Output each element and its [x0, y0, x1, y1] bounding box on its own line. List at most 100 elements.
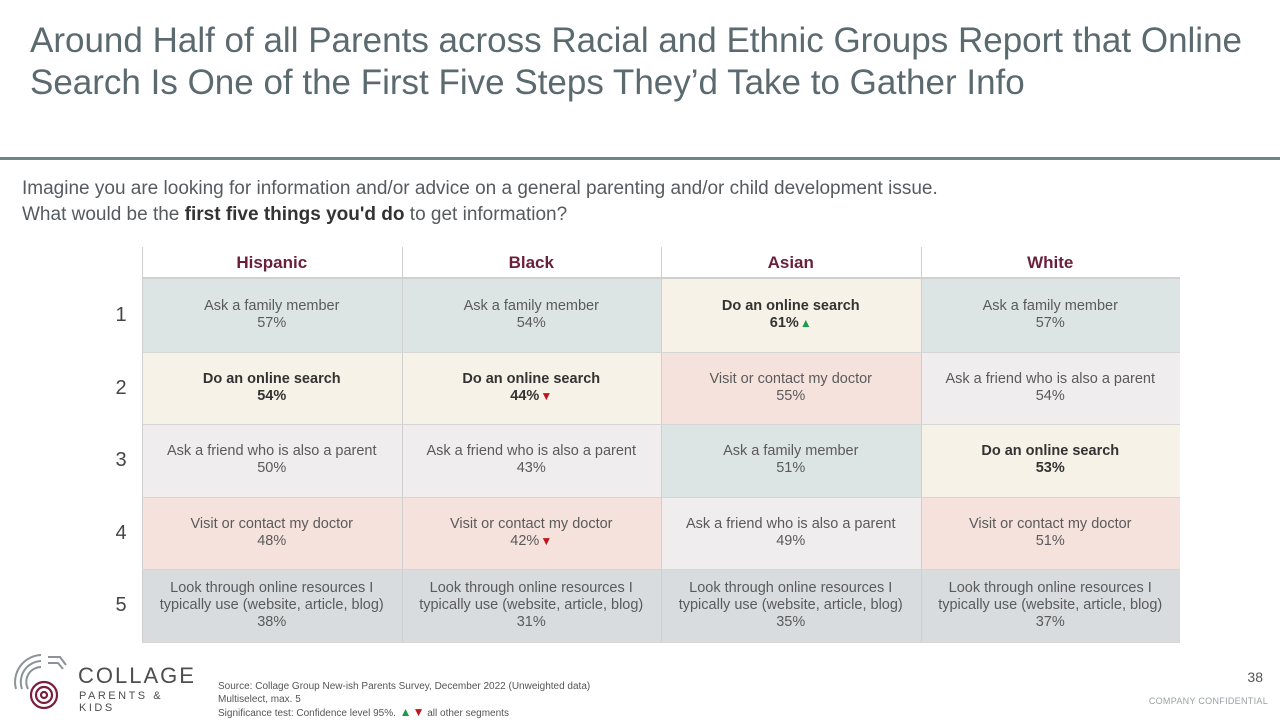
- cell-percent: 55%: [776, 387, 806, 404]
- logo-subtitle: PARENTS & KIDS: [79, 690, 164, 714]
- cell-response: Ask a friend who is also a parent: [685, 516, 896, 533]
- cell-response: Ask a friend who is also a parent: [426, 443, 637, 460]
- table-cell: Ask a friend who is also a parent 50%: [142, 424, 402, 497]
- cell-response: Ask a family member: [982, 298, 1118, 315]
- row-divider: [142, 424, 1180, 426]
- collage-logo: COLLAGE PARENTS & KIDS: [8, 647, 194, 717]
- column-header-asian: Asian: [661, 247, 921, 279]
- cell-percent: 51%: [776, 460, 806, 477]
- cell-response: Look through online resources I typicall…: [419, 580, 644, 614]
- cell-percent: 38%: [257, 614, 287, 631]
- question-line-2: What would be the first five things you'…: [22, 204, 568, 225]
- slide-title: Around Half of all Parents across Racial…: [30, 21, 1243, 102]
- ranking-table: Hispanic Black Asian White 1 Ask a family mem…: [100, 247, 1180, 643]
- cell-response: Ask a friend who is also a parent: [945, 370, 1156, 387]
- cell-response: Visit or contact my doctor: [190, 516, 354, 533]
- cell-percent: 31%: [516, 614, 546, 631]
- table-cell: Look through online resources I typicall…: [142, 569, 402, 642]
- source-line-1: Source: Collage Group New-ish Parents Su…: [218, 681, 591, 692]
- cell-percent: 35%: [776, 614, 806, 631]
- sig-up-icon: ▲: [399, 705, 412, 719]
- collage-logo-icon: [14, 654, 67, 710]
- row-rank-label: 4: [115, 521, 127, 544]
- cell-response: Visit or contact my doctor: [449, 516, 613, 533]
- sig-down-icon: ▼: [412, 705, 425, 719]
- column-divider: [661, 247, 662, 642]
- table-cell: Look through online resources I typicall…: [920, 569, 1180, 642]
- cell-response: Do an online search: [721, 298, 860, 315]
- question-emphasis: first five things you'd do: [184, 204, 405, 225]
- cell-percent: 37%: [1035, 614, 1065, 631]
- table-cell: Ask a friend who is also a parent 49%: [661, 496, 921, 570]
- table-cell: Visit or contact my doctor 51%: [920, 496, 1180, 570]
- sig-down-icon: ▼: [540, 534, 553, 549]
- cell-percent: 51%: [1035, 533, 1065, 550]
- cell-response: Ask a family member: [463, 298, 599, 315]
- cell-percent: 44%▼: [510, 387, 553, 404]
- cell-response: Look through online resources I typicall…: [938, 580, 1163, 614]
- cell-response: Visit or contact my doctor: [709, 370, 873, 387]
- table-cell: Do an online search 61%▲: [661, 279, 921, 352]
- cell-response: Look through online resources I typicall…: [678, 580, 903, 614]
- column-header-hispanic: Hispanic: [142, 247, 402, 279]
- row-divider: [142, 569, 1180, 571]
- sig-down-icon: ▼: [540, 388, 553, 403]
- cell-response: Ask a friend who is also a parent: [166, 443, 377, 460]
- row-divider: [142, 496, 1180, 498]
- confidential-label: COMPANY CONFIDENTIAL: [1148, 696, 1268, 706]
- survey-question: Imagine you are looking for information …: [22, 176, 1262, 228]
- cell-percent: 57%: [257, 315, 287, 332]
- cell-percent: 43%: [516, 460, 546, 477]
- row-rank-label: 1: [115, 304, 127, 326]
- table-cell: Do an online search 53%: [920, 424, 1180, 497]
- cell-response: Do an online search: [202, 370, 341, 387]
- source-line-3: Significance test: Confidence level 95%.…: [218, 705, 509, 720]
- column-divider: [920, 247, 922, 642]
- table-cell: Ask a family member 57%: [920, 279, 1180, 352]
- table-cell: Do an online search 54%: [142, 351, 402, 425]
- row-rank-label: 3: [115, 449, 127, 472]
- page-number: 38: [1247, 669, 1263, 685]
- cell-response: Do an online search: [462, 370, 601, 387]
- table-cell: Ask a family member 54%: [401, 279, 661, 352]
- table-cell: Ask a friend who is also a parent 54%: [920, 351, 1180, 425]
- cell-percent: 54%: [1035, 387, 1065, 404]
- source-line-2: Multiselect, max. 5: [218, 694, 301, 705]
- column-divider: [142, 247, 143, 642]
- source-note: Source: Collage Group New-ish Parents Su…: [218, 680, 590, 720]
- table-cell: Ask a family member 51%: [661, 424, 921, 497]
- cell-percent: 50%: [257, 460, 287, 477]
- table-cell: Ask a family member 57%: [142, 279, 402, 352]
- column-header-black: Black: [401, 247, 661, 279]
- table-cell: Ask a friend who is also a parent 43%: [401, 424, 661, 497]
- table-cell: Visit or contact my doctor 55%: [661, 351, 921, 425]
- title-divider: [0, 157, 1280, 160]
- cell-percent: 54%: [257, 387, 287, 404]
- table-cell: Look through online resources I typicall…: [401, 569, 661, 642]
- column-header-white: White: [920, 247, 1180, 279]
- cell-response: Look through online resources I typicall…: [159, 580, 384, 614]
- cell-percent: 42%▼: [510, 533, 553, 550]
- cell-response: Visit or contact my doctor: [968, 516, 1132, 533]
- row-rank-label: 5: [115, 594, 127, 617]
- cell-percent: 49%: [776, 533, 806, 550]
- cell-percent: 57%: [1035, 315, 1065, 332]
- cell-percent: 54%: [516, 315, 546, 332]
- question-line-1: Imagine you are looking for information …: [22, 178, 938, 199]
- table-cell: Do an online search 44%▼: [401, 351, 661, 425]
- column-divider: [401, 247, 403, 642]
- logo-wordmark: COLLAGE: [78, 663, 196, 688]
- cell-percent: 61%▲: [769, 315, 812, 332]
- table-cell: Visit or contact my doctor 42%▼: [401, 496, 661, 570]
- cell-percent: 53%: [1035, 460, 1065, 477]
- row-rank-label: 2: [115, 376, 127, 399]
- table-cell: Look through online resources I typicall…: [661, 569, 921, 642]
- cell-percent: 48%: [257, 533, 287, 550]
- cell-response: Do an online search: [981, 443, 1120, 460]
- row-divider: [142, 642, 1180, 643]
- cell-response: Ask a family member: [204, 298, 340, 315]
- sig-up-icon: ▲: [799, 316, 812, 331]
- table-cell: Visit or contact my doctor 48%: [142, 496, 402, 570]
- cell-response: Ask a family member: [723, 443, 859, 460]
- row-divider: [142, 351, 1180, 353]
